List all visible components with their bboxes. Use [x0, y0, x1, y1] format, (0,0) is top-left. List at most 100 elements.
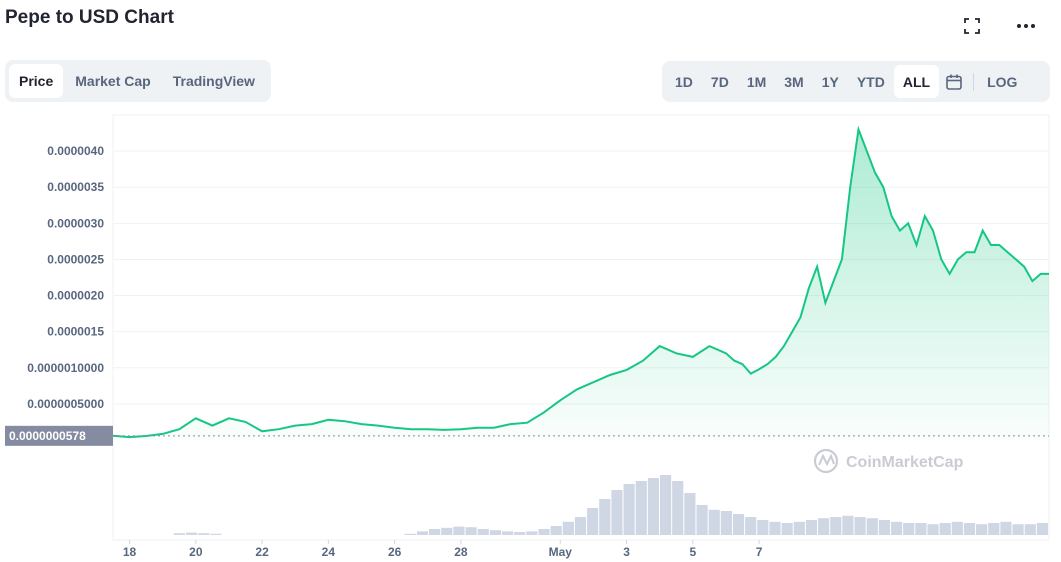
x-tick-label: 3	[623, 545, 630, 559]
volume-bar	[660, 475, 672, 535]
tab-market-cap[interactable]: Market Cap	[75, 73, 151, 89]
y-tick-label: 0.0000040	[47, 144, 104, 158]
range-7d[interactable]: 7D	[710, 73, 729, 90]
page-title: Pepe to USD Chart	[5, 7, 174, 28]
volume-bar	[599, 499, 611, 535]
volume-bar	[854, 517, 866, 535]
price-chart[interactable]: 0.0000000578 CoinMarketCap 0.0000005000 0…	[0, 110, 1061, 562]
volume-bar	[757, 520, 769, 535]
volume-bar	[781, 523, 793, 535]
x-tick-label: 7	[756, 545, 763, 559]
x-tick-label: 26	[388, 545, 402, 559]
volume-bar	[416, 531, 429, 535]
volume-bar	[793, 521, 805, 535]
volume-bar	[210, 533, 222, 535]
volume-bar	[1036, 523, 1048, 535]
volume-bar	[538, 529, 550, 535]
volume-bar	[404, 533, 416, 535]
price-line	[112, 125, 1049, 439]
volume-bar	[988, 523, 1000, 535]
chart-type-tabs: Price Market Cap TradingView	[5, 60, 271, 102]
calendar-icon[interactable]	[939, 65, 969, 98]
time-range-selector: 1D 7D 1M 3M 1Y YTD ALL LOG	[662, 61, 1050, 102]
x-tick-label: 28	[454, 545, 468, 559]
volume-bar	[635, 481, 647, 535]
volume-bar	[890, 521, 903, 535]
volume-bar	[198, 533, 210, 535]
volume-bar	[842, 515, 854, 535]
volume-bar	[501, 531, 514, 535]
volume-bar	[647, 478, 660, 535]
y-tick-label: 0.0000015	[47, 325, 104, 339]
range-divider	[973, 72, 975, 91]
volume-bar	[1012, 524, 1024, 535]
volume-bar	[623, 484, 635, 535]
volume-bar	[878, 520, 890, 535]
x-tick-label: 18	[123, 545, 137, 559]
volume-bar	[708, 509, 720, 535]
y-tick-label: 0.0000005000	[27, 397, 104, 411]
volume-bar	[696, 505, 708, 535]
volume-bar	[951, 521, 963, 535]
range-1m[interactable]: 1M	[746, 73, 767, 90]
volume-bar	[441, 527, 453, 535]
volume-bar	[489, 530, 501, 535]
volume-bar	[611, 490, 623, 535]
volume-bar	[672, 481, 684, 535]
fullscreen-icon[interactable]	[960, 14, 984, 38]
volume-bar	[976, 524, 988, 535]
volume-bar	[185, 532, 198, 535]
x-tick-label: 20	[189, 545, 203, 559]
volume-bar	[514, 532, 526, 535]
volume-bar	[927, 524, 939, 535]
price-area	[113, 129, 1049, 440]
x-tick-label: May	[549, 545, 573, 559]
volume-bar	[720, 511, 732, 535]
volume-bar	[574, 517, 587, 535]
volume-bar	[769, 521, 781, 535]
x-tick-label: 22	[255, 545, 269, 559]
volume-bar	[562, 521, 574, 535]
volume-bar	[684, 493, 696, 535]
volume-bar	[173, 533, 185, 535]
current-price-badge: 0.0000000578	[5, 425, 113, 446]
volume-bar	[587, 508, 599, 535]
volume-bar	[550, 526, 562, 535]
volume-bar	[526, 531, 538, 535]
volume-bar	[939, 523, 951, 535]
watermark: CoinMarketCap	[813, 448, 964, 474]
volume-bar	[963, 523, 976, 535]
range-1y[interactable]: 1Y	[821, 73, 839, 90]
y-tick-label: 0.0000020	[47, 289, 104, 303]
y-tick-label: 0.0000030	[47, 216, 104, 230]
tab-tradingview[interactable]: TradingView	[172, 73, 255, 89]
volume-bar	[1000, 521, 1012, 535]
more-icon[interactable]	[1014, 14, 1038, 38]
volume-bar	[903, 523, 915, 535]
x-tick-label: 24	[322, 545, 336, 559]
coinmarketcap-logo-icon	[813, 448, 839, 474]
y-tick-label: 0.0000010000	[27, 361, 104, 375]
volume-bar	[465, 527, 477, 535]
y-tick-label: 0.0000035	[47, 180, 104, 194]
volume-bar	[866, 518, 878, 535]
volume-bar	[915, 523, 927, 535]
log-toggle[interactable]: LOG	[987, 73, 1018, 90]
volume-bar	[429, 529, 441, 535]
watermark-text: CoinMarketCap	[846, 454, 964, 471]
range-ytd[interactable]: YTD	[856, 73, 885, 90]
current-price-label: 0.0000000578	[9, 429, 86, 443]
tab-price[interactable]: Price	[9, 64, 64, 98]
volume-bar	[818, 518, 830, 535]
volume-bar	[453, 526, 465, 535]
volume-bar	[1024, 524, 1036, 535]
volume-bar	[745, 517, 757, 535]
range-all[interactable]: ALL	[893, 65, 940, 98]
volume-bar	[477, 529, 489, 535]
x-tick-label: 5	[689, 545, 696, 559]
range-1d[interactable]: 1D	[675, 73, 693, 90]
y-tick-label: 0.0000025	[47, 252, 104, 266]
volume-bar	[830, 517, 842, 535]
range-3m[interactable]: 3M	[784, 73, 804, 90]
volume-bar	[805, 520, 818, 535]
